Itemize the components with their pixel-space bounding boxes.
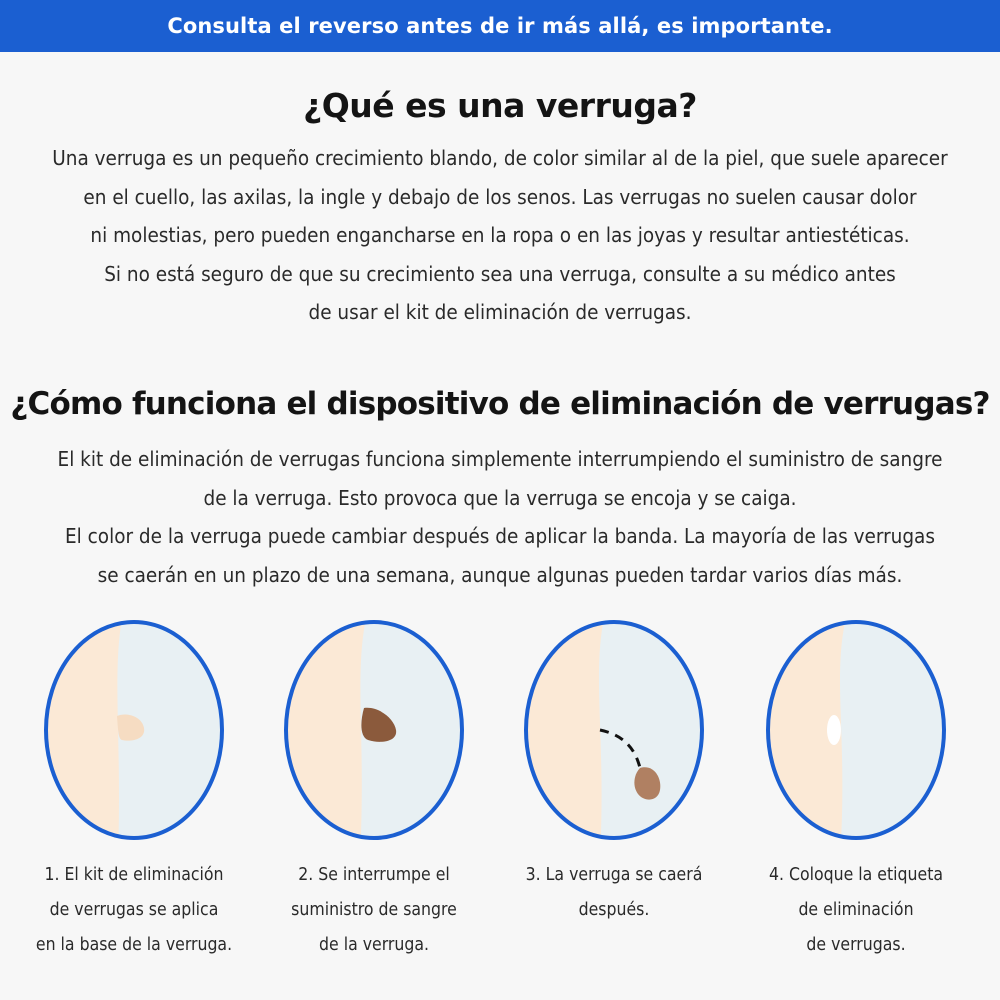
caption-line: de la verruga. — [319, 935, 429, 955]
wart-icon — [361, 707, 397, 742]
step-2: 2. Se interrumpe el suministro de sangre… — [254, 618, 494, 958]
section1-line: Si no está seguro de que su crecimiento … — [104, 261, 896, 286]
removal-label-icon — [827, 715, 841, 745]
step-1: 1. El kit de eliminación de verrugas se … — [14, 618, 254, 958]
top-banner: Consulta el reverso antes de ir más allá… — [0, 0, 1000, 52]
section1-title: ¿Qué es una verruga? — [303, 86, 697, 125]
banner-text: Consulta el reverso antes de ir más allá… — [167, 14, 833, 38]
wart-icon — [117, 714, 145, 741]
caption-line: suministro de sangre — [291, 900, 457, 920]
caption-line: de eliminación — [798, 900, 914, 920]
caption-line: 1. El kit de eliminación — [44, 865, 224, 885]
step-3: 3. La verruga se caerá después. — [494, 618, 734, 958]
section1-line: ni molestias, pero pueden engancharse en… — [90, 223, 910, 247]
step-2-caption: 2. Se interrumpe el suministro de sangre… — [254, 858, 494, 963]
section2-line: de la verruga. Esto provoca que la verru… — [203, 485, 797, 510]
section1-paragraph: Una verruga es un pequeño crecimiento bl… — [0, 139, 1000, 332]
step-4-caption: 4. Coloque la etiqueta de eliminación de… — [736, 858, 976, 963]
caption-line: en la base de la verruga. — [35, 935, 233, 955]
section2-line: El color de la verruga puede cambiar des… — [65, 524, 935, 548]
step-3-caption: 3. La verruga se caerá después. — [494, 858, 734, 928]
step-4-illustration — [766, 620, 946, 840]
step-3-illustration — [524, 620, 704, 840]
step-1-caption: 1. El kit de eliminación de verrugas se … — [14, 858, 254, 963]
falling-path-icon — [599, 728, 642, 769]
caption-line: de verrugas. — [806, 935, 906, 955]
section1-line: en el cuello, las axilas, la ingle y deb… — [83, 184, 917, 209]
caption-line: 2. Se interrumpe el — [298, 865, 450, 885]
caption-line: después. — [578, 900, 650, 920]
section2-line: El kit de eliminación de verrugas funcio… — [57, 447, 943, 471]
step-2-illustration — [284, 620, 464, 840]
caption-line: 3. La verruga se caerá — [525, 865, 703, 885]
section1-line: de usar el kit de eliminación de verruga… — [308, 300, 692, 324]
section2-paragraph: El kit de eliminación de verrugas funcio… — [0, 440, 1000, 594]
caption-line: 4. Coloque la etiqueta — [768, 865, 944, 885]
caption-line: de verrugas se aplica — [49, 900, 219, 920]
section2-title: ¿Cómo funciona el dispositivo de elimina… — [10, 386, 990, 422]
section1-line: Una verruga es un pequeño crecimiento bl… — [52, 146, 948, 170]
step-1-illustration — [44, 620, 224, 840]
section2-line: se caerán en un plazo de una semana, aun… — [97, 562, 903, 587]
step-4: 4. Coloque la etiqueta de eliminación de… — [736, 618, 976, 958]
wart-icon — [634, 767, 661, 800]
